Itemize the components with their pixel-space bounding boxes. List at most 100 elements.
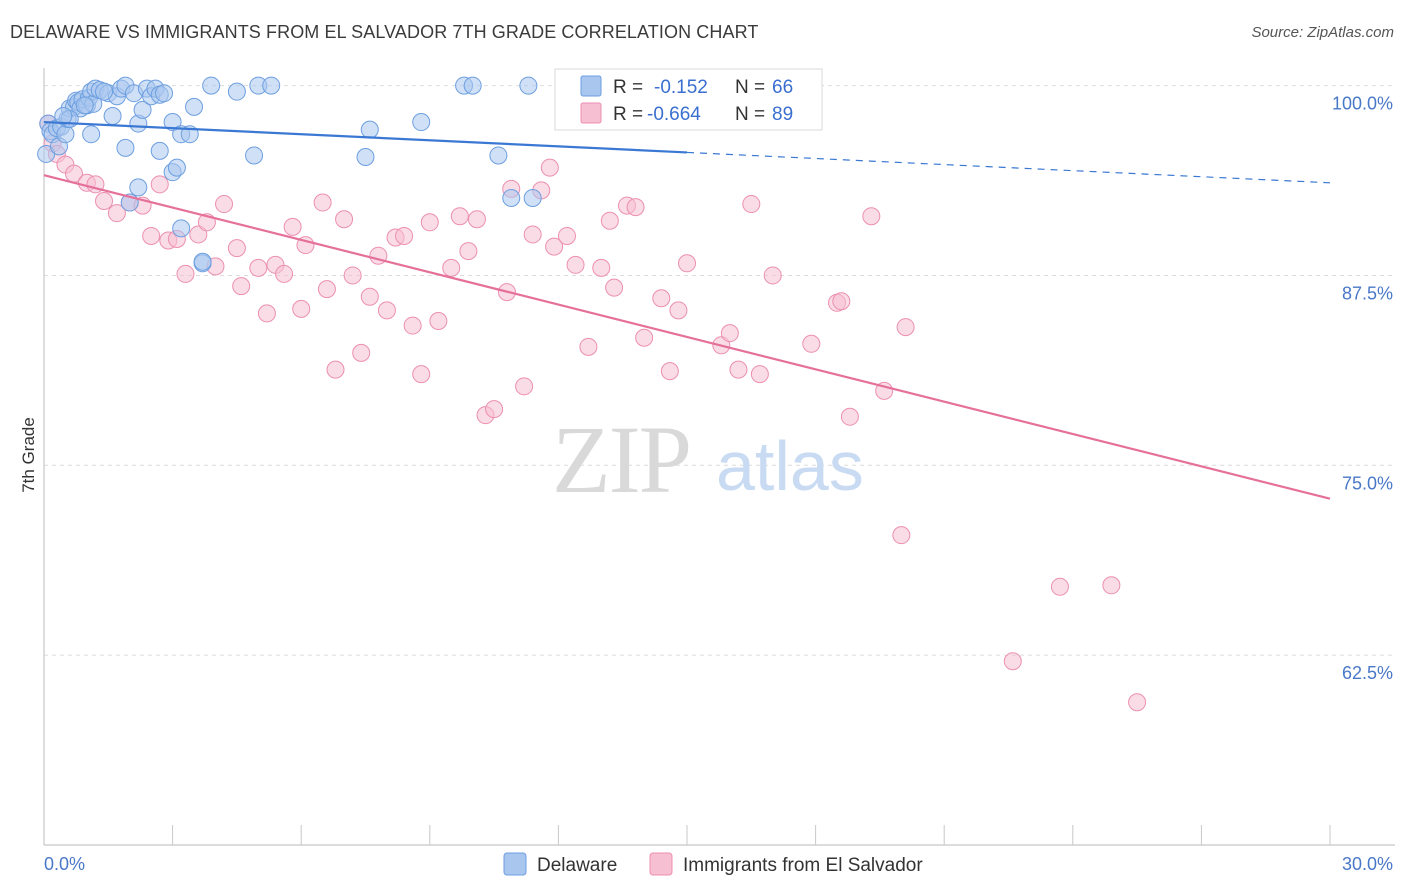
delaware-point-65 [54,106,73,125]
immigrants-point-8 [107,204,126,223]
delaware-point-53 [356,147,375,166]
watermark: ZIP atlas [552,406,864,513]
delaware-trend-dashed [686,151,1331,184]
delaware-trend-solid [43,120,688,154]
immigrants-point-83 [1102,576,1121,595]
immigrants-point-60 [600,211,619,230]
bottom-legend-immigrants: Immigrants from El Salvador [683,855,923,876]
legend-pink-n-label: N = [735,104,765,125]
watermark-atlas: atlas [716,427,864,505]
immigrants-point-34 [352,343,371,362]
immigrants-point-32 [335,210,354,229]
immigrants-point-80 [892,526,911,545]
bottom-legend: Delaware Immigrants from El Salvador [503,852,923,876]
immigrants-point-11 [142,226,161,245]
legend-blue-n-value: 66 [772,77,793,98]
y-tick-label-0: 62.5% [1342,663,1393,683]
delaware-point-46 [202,76,221,95]
delaware-point-39 [163,113,182,132]
immigrants-point-33 [343,266,362,285]
immigrants-point-76 [840,407,859,426]
immigrants-point-42 [420,213,439,232]
delaware-point-58 [489,146,508,165]
legend-blue-r-label: R = [613,77,643,98]
legend-swatch-pink [580,102,602,124]
y-tick-label-2: 87.5% [1342,283,1393,303]
immigrants-point-7 [95,192,114,211]
immigrants-point-43 [429,312,448,331]
delaware-point-28 [133,100,152,119]
immigrants-point-74 [802,334,821,353]
legend-swatch-blue [580,75,602,97]
immigrants-point-82 [1050,577,1069,596]
delaware-point-33 [155,84,174,103]
series-delaware-points [37,76,542,273]
immigrants-point-61 [605,278,624,297]
bottom-legend-delaware: Delaware [537,855,617,876]
legend-blue-n-label: N = [735,77,765,98]
delaware-point-48 [245,146,264,165]
delaware-point-52 [193,252,212,271]
immigrants-point-56 [557,226,576,245]
immigrants-point-79 [896,318,915,337]
immigrants-point-49 [485,400,504,419]
delaware-point-50 [262,76,281,95]
immigrants-point-15 [176,264,195,283]
immigrants-point-19 [215,195,234,214]
delaware-point-64 [75,96,94,115]
legend-box: R = -0.152 N = 66 R = -0.664 N = 89 [554,68,823,131]
trend-lines [43,120,1331,500]
delaware-point-22 [103,106,122,125]
legend-blue-r-value: -0.152 [654,77,708,98]
immigrants-point-71 [742,195,761,214]
delaware-point-37 [129,178,148,197]
delaware-point-38 [150,141,169,160]
immigrants-point-45 [450,207,469,226]
gridlines [44,85,1395,656]
delaware-point-41 [167,158,186,177]
immigrants-point-26 [283,217,302,236]
immigrants-point-58 [579,337,598,356]
x-tick-labels: 0.0% 30.0% [44,854,1393,874]
chart-title: DELAWARE VS IMMIGRANTS FROM EL SALVADOR … [10,22,759,42]
delaware-point-60 [519,76,538,95]
delaware-point-63 [95,82,114,101]
immigrants-point-47 [467,210,486,229]
immigrants-point-40 [403,316,422,335]
immigrants-point-16 [189,225,208,244]
immigrants-point-65 [660,362,679,381]
immigrants-point-20 [227,239,246,258]
immigrants-point-46 [459,242,478,261]
delaware-point-61 [523,188,542,207]
immigrants-point-39 [395,226,414,245]
immigrants-point-72 [750,365,769,384]
delaware-point-47 [227,82,246,101]
source-label: Source: ZipAtlas.com [1251,24,1394,41]
immigrants-point-37 [377,301,396,320]
immigrants-trend-line [43,174,1331,500]
delaware-point-44 [185,97,204,116]
delaware-point-36 [116,138,135,157]
immigrants-point-70 [729,360,748,379]
delaware-point-54 [360,120,379,139]
legend-pink-r-label: R = [613,104,643,125]
immigrants-point-67 [678,254,696,273]
immigrants-point-22 [249,258,268,277]
legend-pink-r-value: -0.664 [647,104,701,125]
immigrants-point-63 [635,328,654,347]
immigrants-point-64 [652,289,671,308]
immigrants-point-31 [326,360,345,379]
immigrants-point-51 [515,377,534,396]
delaware-point-7 [56,125,75,144]
immigrants-point-54 [540,158,559,177]
delaware-point-35 [82,125,101,144]
axes [43,68,1395,846]
immigrants-point-73 [763,266,782,285]
immigrants-point-29 [313,193,332,212]
immigrants-point-41 [412,365,431,384]
delaware-point-59 [502,188,521,207]
delaware-point-55 [412,113,431,132]
immigrants-point-52 [523,225,542,244]
x-tick-label-1: 30.0% [1342,854,1393,874]
